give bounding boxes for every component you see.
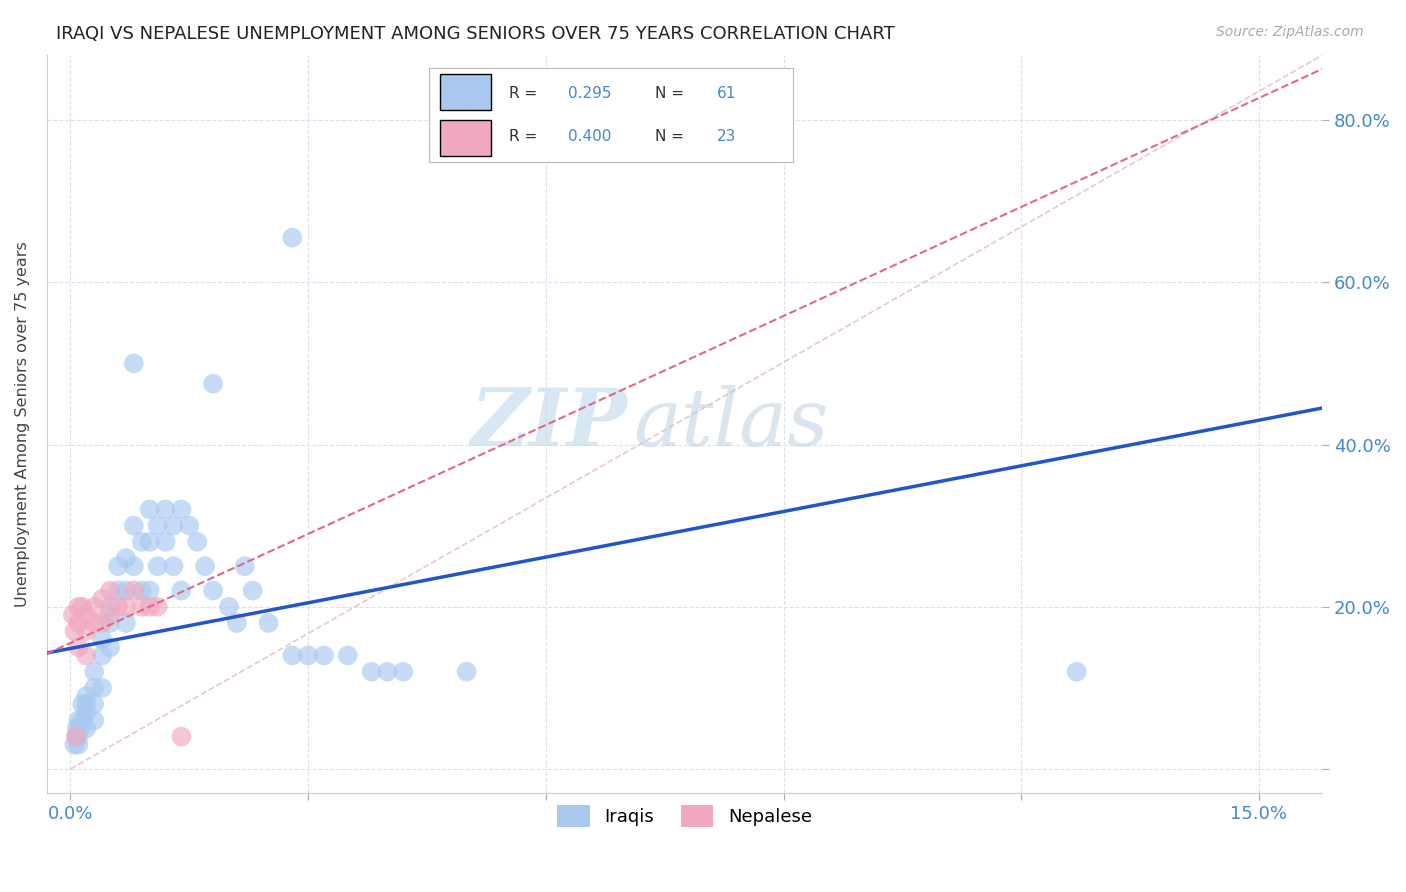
Point — [67, 599, 90, 614]
Point — [138, 502, 160, 516]
Point — [83, 615, 105, 630]
Point — [281, 230, 304, 244]
Point — [115, 599, 138, 614]
Point — [62, 607, 84, 622]
Point — [225, 615, 247, 630]
Point — [131, 534, 153, 549]
Point — [146, 518, 169, 533]
Point — [66, 722, 89, 736]
Point — [72, 599, 94, 614]
Point — [75, 624, 97, 639]
Point — [75, 722, 97, 736]
Point — [138, 534, 160, 549]
Point — [131, 599, 153, 614]
Point — [115, 583, 138, 598]
Point — [122, 559, 145, 574]
Point — [75, 697, 97, 711]
Point — [186, 534, 208, 549]
Point — [297, 648, 319, 663]
Point — [98, 607, 121, 622]
Point — [233, 559, 256, 574]
Point — [360, 665, 382, 679]
Y-axis label: Unemployment Among Seniors over 75 years: Unemployment Among Seniors over 75 years — [15, 242, 30, 607]
Text: Source: ZipAtlas.com: Source: ZipAtlas.com — [1216, 25, 1364, 39]
Point — [75, 648, 97, 663]
Point — [67, 738, 90, 752]
Point — [75, 705, 97, 719]
Point — [146, 599, 169, 614]
Point — [138, 583, 160, 598]
Point — [162, 559, 184, 574]
Point — [98, 615, 121, 630]
Point — [312, 648, 335, 663]
Point — [170, 730, 193, 744]
Point — [83, 599, 105, 614]
Point — [63, 738, 86, 752]
Point — [131, 583, 153, 598]
Point — [67, 714, 90, 728]
Point — [194, 559, 217, 574]
Point — [115, 615, 138, 630]
Legend: Iraqis, Nepalese: Iraqis, Nepalese — [548, 796, 821, 836]
Point — [98, 583, 121, 598]
Point — [107, 583, 129, 598]
Text: ZIP: ZIP — [470, 385, 627, 463]
Point — [98, 599, 121, 614]
Point — [115, 551, 138, 566]
Point — [83, 714, 105, 728]
Point — [155, 534, 177, 549]
Point — [146, 559, 169, 574]
Point — [1066, 665, 1088, 679]
Point — [91, 632, 114, 647]
Point — [91, 591, 114, 606]
Point — [202, 583, 225, 598]
Text: atlas: atlas — [634, 385, 830, 463]
Point — [63, 624, 86, 639]
Point — [107, 559, 129, 574]
Point — [107, 599, 129, 614]
Point — [69, 722, 91, 736]
Point — [257, 615, 280, 630]
Point — [72, 697, 94, 711]
Point — [162, 518, 184, 533]
Text: IRAQI VS NEPALESE UNEMPLOYMENT AMONG SENIORS OVER 75 YEARS CORRELATION CHART: IRAQI VS NEPALESE UNEMPLOYMENT AMONG SEN… — [56, 25, 896, 43]
Point — [98, 640, 121, 655]
Point — [170, 583, 193, 598]
Point — [83, 697, 105, 711]
Point — [456, 665, 478, 679]
Point — [75, 607, 97, 622]
Point — [91, 648, 114, 663]
Point — [202, 376, 225, 391]
Point — [155, 502, 177, 516]
Point — [83, 681, 105, 695]
Point — [138, 599, 160, 614]
Point — [242, 583, 264, 598]
Point — [392, 665, 415, 679]
Point — [281, 648, 304, 663]
Point — [218, 599, 240, 614]
Point — [179, 518, 201, 533]
Point — [170, 502, 193, 516]
Point — [65, 730, 87, 744]
Point — [67, 730, 90, 744]
Point — [377, 665, 399, 679]
Point — [336, 648, 359, 663]
Point — [75, 689, 97, 703]
Point — [91, 681, 114, 695]
Point — [67, 615, 90, 630]
Point — [72, 714, 94, 728]
Point — [91, 615, 114, 630]
Point — [67, 640, 90, 655]
Point — [122, 583, 145, 598]
Point — [122, 356, 145, 370]
Point — [65, 730, 87, 744]
Point — [122, 518, 145, 533]
Point — [83, 665, 105, 679]
